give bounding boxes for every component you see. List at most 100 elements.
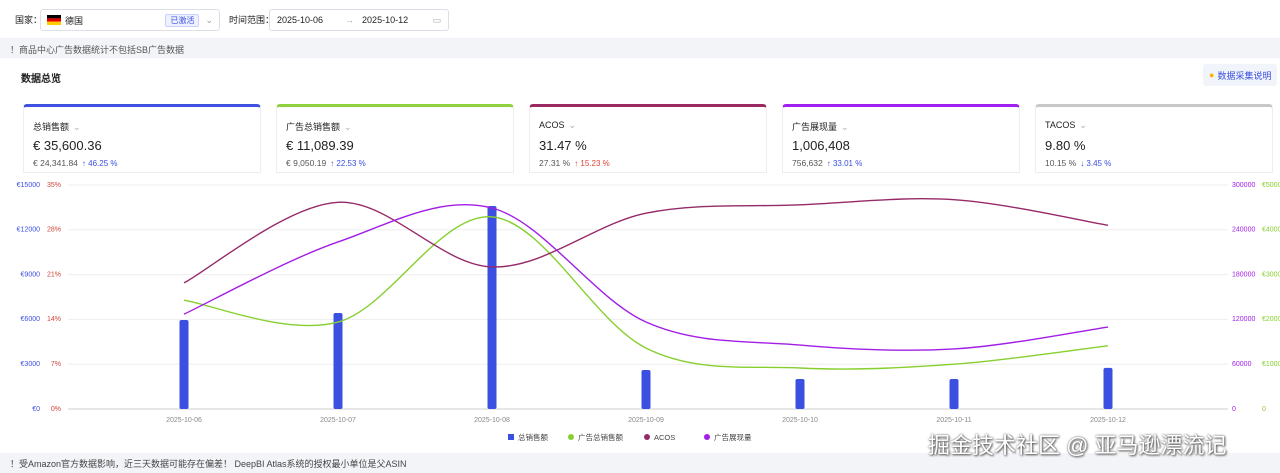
- kpi-previous-row: € 24,341.84 ↑ 46.25 %: [33, 158, 117, 168]
- legend-label: 总销售额: [518, 432, 548, 442]
- legend-label: 广告展现量: [714, 432, 752, 442]
- kpi-name: ACOS ⌄: [539, 120, 577, 130]
- y-tick-label: 0%: [51, 406, 61, 413]
- kpi-previous: 27.31 %: [539, 158, 571, 168]
- dropdown-icon: ⌄: [344, 122, 352, 132]
- y-tick-label: 28%: [47, 227, 61, 234]
- x-tick-label: 2025-10-11: [936, 417, 971, 424]
- y-tick-label: 0: [1262, 406, 1266, 413]
- kpi-change: ↓ 3.45 %: [1080, 159, 1112, 168]
- kpi-previous-row: 27.31 % ↑ 15.23 %: [539, 158, 610, 168]
- y-tick-label: €3000: [1262, 271, 1280, 278]
- kpi-name: TACOS ⌄: [1045, 120, 1087, 130]
- x-tick-label: 2025-10-10: [782, 417, 818, 424]
- x-tick-label: 2025-10-12: [1090, 417, 1126, 424]
- y-tick-label: €9000: [21, 271, 41, 278]
- y-tick-label: €12000: [17, 227, 40, 234]
- kpi-change: ↑ 46.25 %: [81, 159, 118, 168]
- y-tick-label: €2000: [1262, 316, 1280, 323]
- kpi-previous-row: 10.15 % ↓ 3.45 %: [1045, 158, 1111, 168]
- kpi-previous-row: 756,632 ↑ 33.01 %: [792, 158, 862, 168]
- country-label: 国家：: [15, 15, 43, 25]
- date-label: 时间范围：: [229, 15, 275, 25]
- kpi-value: 9.80 %: [1045, 138, 1086, 153]
- watermark: 掘金技术社区 @ 亚马逊漂流记: [928, 433, 1227, 458]
- range-arrow: →: [345, 15, 355, 25]
- notice: ！商品中心广告数据统计不包括SB广告数据: [10, 45, 185, 55]
- x-tick-label: 2025-10-06: [166, 417, 202, 424]
- kpi-previous: 10.15 %: [1045, 158, 1077, 168]
- y-tick-label: 300000: [1232, 182, 1255, 189]
- kpi-change: ↑ 15.23 %: [574, 159, 610, 168]
- x-tick-label: 2025-10-09: [628, 417, 664, 424]
- y-tick-label: 35%: [47, 182, 61, 189]
- legend-marker: [508, 434, 514, 440]
- y-tick-label: 240000: [1232, 227, 1255, 234]
- kpi-value: 31.47 %: [539, 138, 587, 153]
- filter-bar: 国家： 德国 已激活 ⌄ 时间范围： 2025-10-06 → 2025-10-…: [0, 0, 1280, 38]
- legend-marker: [568, 434, 574, 440]
- kpi-previous: 756,632: [792, 158, 823, 168]
- y-tick-label: 0: [1232, 406, 1236, 413]
- y-tick-label: €1000: [1262, 361, 1280, 368]
- y-tick-label: €15000: [17, 182, 40, 189]
- legend-marker: [644, 434, 650, 440]
- kpi-previous: € 24,341.84: [33, 158, 78, 168]
- y-tick-label: 60000: [1232, 361, 1252, 368]
- x-tick-label: 2025-10-07: [320, 417, 356, 424]
- dropdown-icon: ⌄: [1079, 120, 1087, 130]
- calendar-icon: ▭: [432, 14, 441, 25]
- legend-label: ACOS: [654, 433, 675, 442]
- date-end: 2025-10-12: [362, 15, 409, 25]
- y-tick-label: 14%: [47, 316, 61, 323]
- kpi-card: 广告总销售额 ⌄ € 11,089.39 € 9,050.19 ↑ 22.53 %: [276, 104, 514, 173]
- kpi-previous: € 9,050.19: [286, 158, 327, 168]
- bar: [641, 370, 651, 409]
- kpi-value: 1,006,408: [792, 138, 850, 153]
- line: [183, 203, 1109, 351]
- country-value: 德国: [65, 15, 84, 26]
- status-badge: 已激活: [165, 13, 200, 27]
- y-tick-label: 120000: [1232, 316, 1255, 323]
- dropdown-icon: ⌄: [568, 120, 577, 130]
- kpi-card: ACOS ⌄ 31.47 % 27.31 % ↑ 15.23 %: [529, 104, 767, 173]
- y-tick-label: €5000: [1262, 182, 1280, 189]
- x-tick-label: 2025-10-08: [474, 417, 510, 424]
- bar: [1103, 367, 1113, 409]
- dropdown-icon: ⌄: [73, 122, 81, 132]
- legend-label: 广告总销售额: [578, 432, 623, 442]
- kpi-name: 总销售额 ⌄: [33, 122, 81, 132]
- chart: €0 €3000 €6000 €9000 €12000 €15000 0% 7% 14% 21% 2…: [17, 182, 1280, 442]
- y-tick-label: €4000: [1262, 227, 1280, 234]
- bar: [949, 378, 959, 409]
- bar: [795, 378, 805, 409]
- y-tick-label: €0: [32, 406, 40, 413]
- kpi-name: 广告展现量 ⌄: [792, 122, 849, 132]
- bulb-icon: ●: [1209, 70, 1215, 80]
- y-tick-label: 21%: [47, 271, 61, 278]
- line: [183, 198, 1109, 284]
- date-start: 2025-10-06: [277, 15, 324, 25]
- bar: [487, 206, 497, 409]
- kpi-card: 总销售额 ⌄ € 35,600.36 € 24,341.84 ↑ 46.25 %: [23, 104, 261, 173]
- help-text: 数据采集说明: [1217, 70, 1272, 81]
- flag: [47, 15, 61, 25]
- y-tick-label: €3000: [21, 361, 41, 368]
- kpi-previous-row: € 9,050.19 ↑ 22.53 %: [286, 158, 366, 168]
- kpi-card: TACOS ⌄ 9.80 % 10.15 % ↓ 3.45 %: [1035, 104, 1273, 173]
- dropdown-icon: ⌄: [841, 122, 849, 132]
- country-select[interactable]: 德国 已激活 ⌄: [40, 9, 220, 31]
- kpi-change: ↑ 33.01 %: [826, 159, 863, 168]
- bar: [179, 319, 189, 409]
- y-tick-label: 180000: [1232, 271, 1255, 278]
- y-tick-label: €6000: [21, 316, 41, 323]
- bar: [333, 312, 343, 409]
- legend-marker: [704, 434, 710, 440]
- chevron: ⌄: [205, 14, 213, 25]
- date-range[interactable]: 2025-10-06 → 2025-10-12 ▭: [269, 9, 449, 31]
- line: [183, 216, 1109, 370]
- kpi-value: € 11,089.39: [286, 138, 354, 153]
- kpi-change: ↑ 22.53 %: [330, 159, 366, 168]
- kpi-card: 广告展现量 ⌄ 1,006,408 756,632 ↑ 33.01 %: [782, 104, 1020, 173]
- help-button[interactable]: ● 数据采集说明: [1203, 64, 1277, 86]
